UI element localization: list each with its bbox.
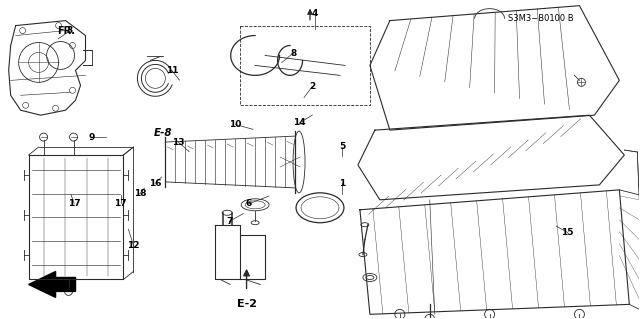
Text: 16: 16: [149, 179, 161, 188]
Text: 15: 15: [561, 228, 574, 237]
Text: 9: 9: [88, 133, 95, 142]
Text: 13: 13: [172, 137, 184, 146]
Text: 3: 3: [67, 26, 73, 35]
Text: E-8: E-8: [154, 128, 173, 137]
Text: S3M3−B0100 B: S3M3−B0100 B: [508, 14, 573, 23]
Text: 1: 1: [339, 179, 346, 188]
Text: FR.: FR.: [57, 26, 75, 36]
Text: 17: 17: [68, 199, 81, 208]
Text: 17: 17: [115, 199, 127, 208]
Text: 2: 2: [309, 82, 316, 91]
Bar: [240, 26, 370, 105]
Polygon shape: [29, 271, 76, 297]
Text: 7: 7: [226, 217, 232, 226]
Text: 12: 12: [127, 241, 140, 250]
Text: 18: 18: [134, 189, 146, 198]
Text: E-2: E-2: [237, 299, 257, 309]
Text: 14: 14: [293, 118, 306, 128]
Text: 5: 5: [339, 142, 346, 151]
Text: 10: 10: [230, 120, 242, 129]
Text: 6: 6: [245, 199, 252, 208]
Text: 11: 11: [166, 66, 178, 75]
Text: 8: 8: [290, 48, 296, 58]
Text: 4: 4: [312, 9, 318, 18]
